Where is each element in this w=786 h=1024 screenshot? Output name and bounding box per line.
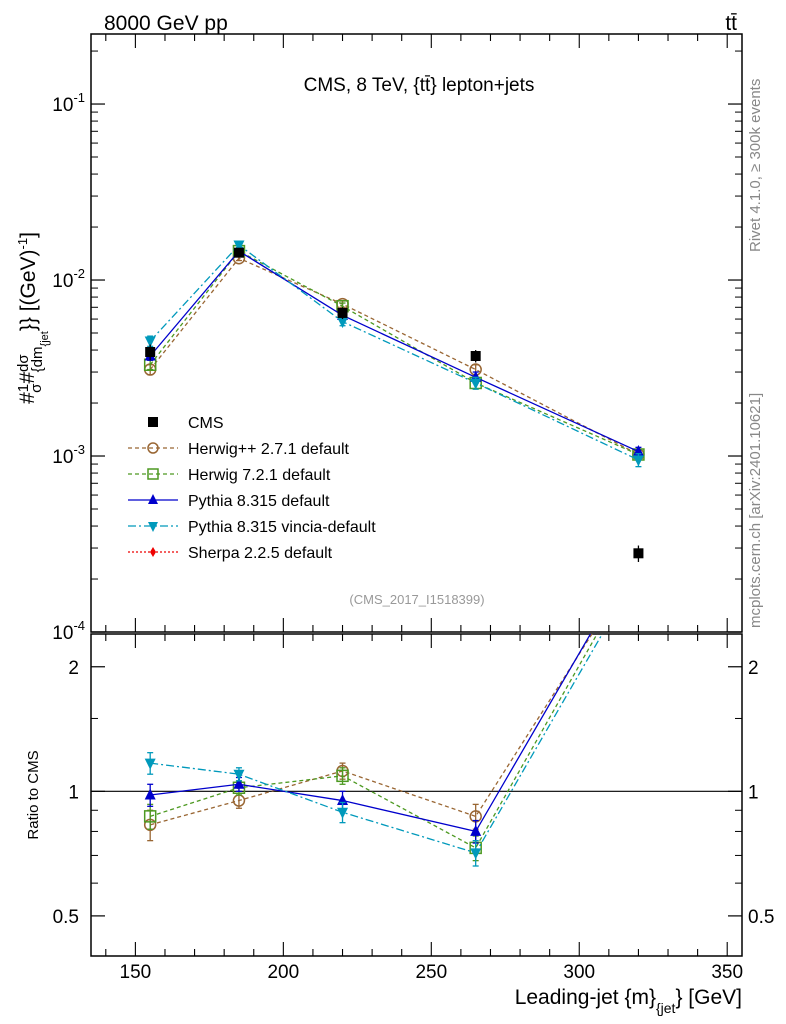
- main-series-pythia-8-315-vincia-default: [144, 240, 644, 468]
- ratio-series-pythia-8-315-default: [144, 634, 592, 844]
- svg-text:#1σ#dσ{dm{jet}} [(GeV)-1]: #1σ#dσ{dm{jet}} [(GeV)-1]: [15, 232, 51, 404]
- xlabel-suffix: } [GeV]: [675, 986, 742, 1009]
- legend-marker: [147, 442, 159, 454]
- legend-label: CMS: [188, 415, 224, 432]
- ratio-point: [233, 777, 245, 789]
- ratio-point: [336, 769, 349, 783]
- main-point: [144, 336, 156, 348]
- legend-label: Pythia 8.315 vincia-default: [188, 519, 376, 536]
- main-ytick-label: 10-3: [52, 442, 85, 468]
- ratio-series-pythia-8-315-vincia-default: [144, 567, 644, 867]
- xtick-label: 150: [120, 962, 152, 983]
- ylabel-one: 1: [15, 384, 32, 392]
- main-panel-frame: [90, 33, 743, 633]
- legend-label: Pythia 8.315 default: [188, 493, 330, 510]
- ratio-panel-frame: [90, 633, 743, 957]
- ratio-point: [143, 810, 157, 823]
- ratio-panel: 0.5 0.51 12 2 150 200 250 300 350 Ratio to CMS …: [25, 34, 774, 1016]
- main-point: [233, 247, 244, 258]
- legend-marker: [148, 417, 158, 427]
- ratio-point: [337, 807, 349, 819]
- main-point: [337, 317, 349, 329]
- main-point: [633, 548, 644, 559]
- ylabel-suffix: }} [(GeV): [17, 249, 40, 331]
- legend-marker: [148, 494, 158, 504]
- legend-label: Herwig 7.2.1 default: [188, 467, 331, 484]
- legend-item-herwig-2-7-1-default: Herwig++ 2.7.1 default: [128, 441, 350, 458]
- legend-item-pythia-8-315-vincia-default: Pythia 8.315 vincia-default: [128, 519, 376, 536]
- main-point: [470, 378, 482, 390]
- ratio-ytick-label-right: 0.5: [748, 907, 774, 928]
- legend-marker: [148, 522, 158, 532]
- legend-label: Sherpa 2.2.5 default: [188, 545, 333, 562]
- ratio-point: [470, 824, 482, 836]
- ratio-ytick-label-right: 1: [748, 782, 759, 803]
- ratio-point: [633, 567, 644, 578]
- header-right-label: tt̄: [725, 12, 737, 35]
- legend-item-sherpa-2-2-5-default: Sherpa 2.2.5 default: [128, 545, 333, 562]
- mcplots-label: mcplots.cern.ch [arXiv:2401.10621]: [747, 393, 764, 628]
- ratio-point: [233, 769, 245, 781]
- ratio-ytick-label: 2: [68, 658, 79, 679]
- legend-item-herwig-7-2-1-default: Herwig 7.2.1 default: [128, 467, 331, 484]
- xlabel-main: Leading-jet {m}: [515, 986, 656, 1009]
- ratio-ylabel: Ratio to CMS: [25, 750, 42, 839]
- ratio-point: [470, 848, 482, 860]
- ratio-line-pythia-8-315-vincia-default: [150, 634, 603, 854]
- ylabel-sigma: σ: [28, 383, 45, 393]
- ylabel-prefix: #: [16, 392, 39, 404]
- main-ytick-label: 10-1: [52, 90, 85, 116]
- main-title: CMS, 8 TeV, {tt̄} lepton+jets: [304, 75, 535, 96]
- ratio-ytick-label-right: 2: [748, 658, 759, 679]
- xlabel-sub: {jet: [656, 1000, 676, 1016]
- ylabel-exp: -1: [15, 238, 30, 250]
- legend-marker: [150, 547, 156, 557]
- ylabel-sub: {jet: [39, 331, 51, 346]
- main-point: [145, 346, 156, 357]
- ylabel-dm: {dm: [29, 346, 46, 372]
- main-ytick-label: 10-2: [52, 266, 85, 292]
- legend-marker: [147, 468, 159, 480]
- xtick-label: 200: [267, 962, 299, 983]
- ratio-point: [144, 758, 156, 770]
- main-ylabel: #1σ#dσ{dm{jet}} [(GeV)-1]: [15, 232, 51, 404]
- ratio-point: [144, 788, 156, 800]
- header-left-label: 8000 GeV pp: [104, 12, 228, 35]
- xtick-label: 250: [415, 962, 447, 983]
- main-series-cms: [145, 247, 644, 562]
- main-point: [632, 455, 644, 467]
- main-point: [470, 351, 481, 362]
- ylabel-close: ]: [17, 232, 40, 238]
- rivet-version-label: Rivet 4.1.0, ≥ 300k events: [747, 79, 764, 252]
- legend: CMS Herwig++ 2.7.1 default Herwig 7.2.1 de…: [128, 415, 376, 562]
- xtick-label: 300: [563, 962, 595, 983]
- ratio-series-herwig-2-7-1-default: [143, 634, 593, 842]
- ratio-ytick-label: 1: [68, 782, 79, 803]
- ratio-ytick-label: 0.5: [53, 907, 79, 928]
- main-point: [233, 240, 245, 252]
- main-ytick-label: 10-4: [52, 618, 85, 644]
- xtick-label: 350: [711, 962, 743, 983]
- main-point: [337, 307, 348, 318]
- ylabel-dsigma: dσ: [15, 354, 32, 372]
- legend-item-pythia-8-315-default: Pythia 8.315 default: [128, 493, 330, 510]
- xlabel: Leading-jet {m}{jet} [GeV]: [515, 986, 742, 1016]
- main-panel: CMS, 8 TeV, {tt̄} lepton+jets (CMS_2017_…: [15, 33, 743, 644]
- analysis-id-label: (CMS_2017_I1518399): [349, 592, 484, 607]
- ylabel-hash: #: [16, 372, 39, 384]
- legend-label: Herwig++ 2.7.1 default: [188, 441, 350, 458]
- legend-item-cms: CMS: [148, 415, 224, 432]
